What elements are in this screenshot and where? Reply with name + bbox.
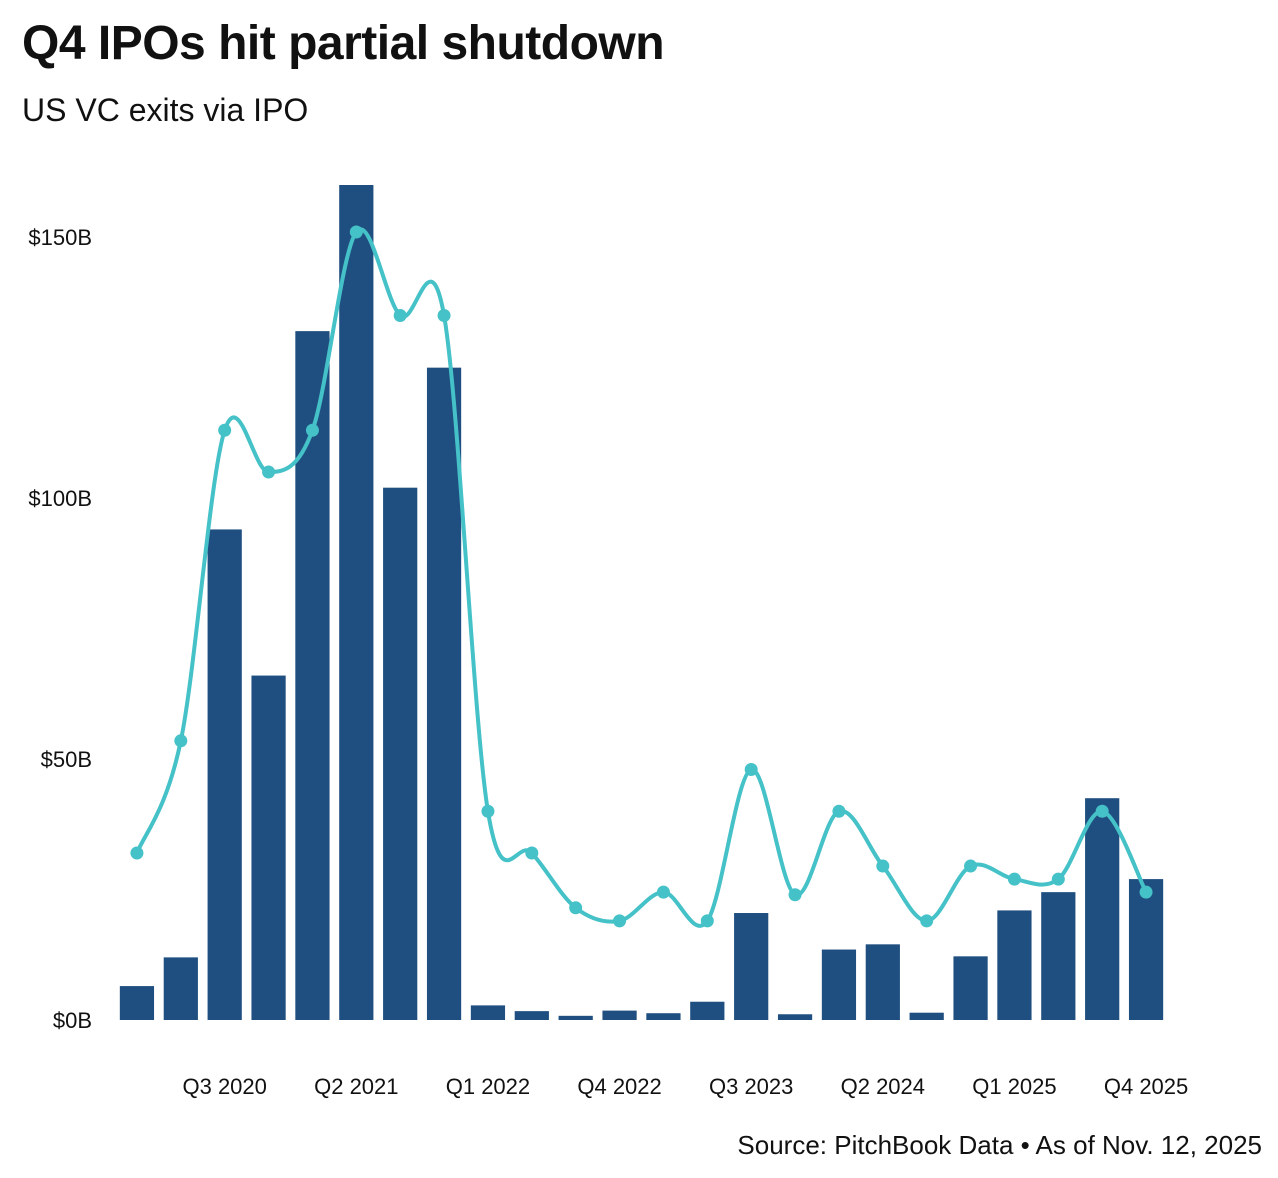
line-point-q2-2025 [1051, 872, 1065, 886]
y-tick-label: $150B [28, 225, 92, 250]
bar-q2-2024 [865, 944, 900, 1020]
bar-q1-2023 [646, 1013, 681, 1020]
line-point-q4-2023 [788, 888, 802, 902]
bar-q2-2020 [163, 957, 198, 1020]
line-point-q3-2020 [218, 423, 232, 437]
line-point-q4-2024 [964, 859, 978, 873]
trend-line [135, 227, 1148, 928]
line-point-q1-2025 [1007, 872, 1021, 886]
chart-title: Q4 IPOs hit partial shutdown [22, 17, 665, 70]
bar-q1-2025 [997, 910, 1032, 1020]
line-point-q3-2022 [569, 901, 583, 915]
line-point-q3-2025 [1095, 804, 1109, 818]
x-tick-label: Q4 2025 [1104, 1074, 1188, 1099]
line-point-q1-2024 [832, 804, 846, 818]
x-tick-label: Q2 2024 [841, 1074, 925, 1099]
line-point-q2-2022 [525, 846, 539, 860]
bar-q1-2022 [470, 1005, 506, 1020]
y-tick-label: $0B [53, 1008, 92, 1033]
line-point-q2-2021 [349, 225, 363, 239]
line-point-q1-2021 [305, 423, 319, 437]
bar-q4-2022 [602, 1010, 637, 1020]
bar-q1-2020 [119, 986, 155, 1020]
bar-q1-2024 [821, 949, 857, 1020]
bar-q4-2024 [953, 956, 988, 1020]
x-tick-label: Q1 2025 [972, 1074, 1056, 1099]
y-tick-label: $50B [41, 747, 92, 772]
line-point-q3-2021 [393, 308, 407, 322]
y-tick-label: $100B [28, 486, 92, 511]
bar-q3-2023 [734, 913, 769, 1020]
bar-series [119, 185, 1164, 1020]
line-point-q2-2024 [876, 859, 890, 873]
line-point-q2-2020 [174, 734, 188, 748]
bar-q2-2023 [690, 1001, 725, 1020]
bar-q3-2024 [909, 1012, 944, 1020]
y-axis: $0B $50B $100B $150B [28, 225, 92, 1033]
line-point-q2-2023 [700, 914, 714, 928]
line-point-q1-2023 [656, 885, 670, 899]
bar-q2-2021 [339, 185, 374, 1020]
bar-q3-2021 [383, 487, 418, 1020]
line-point-q4-2021 [437, 308, 451, 322]
bar-q4-2020 [251, 675, 286, 1020]
bar-q2-2025 [1041, 892, 1076, 1020]
chart-subtitle: US VC exits via IPO [22, 92, 309, 128]
bar-q2-2022 [514, 1011, 549, 1020]
x-tick-label: Q3 2023 [709, 1074, 793, 1099]
line-point-q3-2023 [744, 763, 758, 776]
source-note: Source: PitchBook Data • As of Nov. 12, … [737, 1130, 1262, 1160]
bar-q4-2023 [777, 1014, 813, 1020]
line-point-q4-2020 [262, 465, 276, 479]
line-point-q1-2020 [130, 846, 144, 860]
bar-q3-2025 [1085, 798, 1120, 1020]
line-point-q4-2022 [613, 914, 627, 928]
bar-q3-2020 [207, 529, 242, 1020]
line-point-q4-2025 [1139, 885, 1153, 899]
x-tick-label: Q2 2021 [314, 1074, 398, 1099]
x-tick-label: Q3 2020 [182, 1074, 266, 1099]
bar-q1-2021 [295, 331, 330, 1020]
line-point-q3-2024 [920, 914, 934, 928]
x-tick-label: Q4 2022 [577, 1074, 661, 1099]
line-series [130, 225, 1153, 928]
bar-q4-2025 [1128, 879, 1164, 1020]
x-tick-label: Q1 2022 [446, 1074, 530, 1099]
bar-q4-2021 [426, 367, 462, 1020]
bar-q3-2022 [558, 1015, 593, 1020]
x-axis: Q3 2020 Q2 2021 Q1 2022 Q4 2022 Q3 2023 Q2 20… [182, 1074, 1188, 1099]
line-point-q1-2022 [481, 804, 495, 818]
